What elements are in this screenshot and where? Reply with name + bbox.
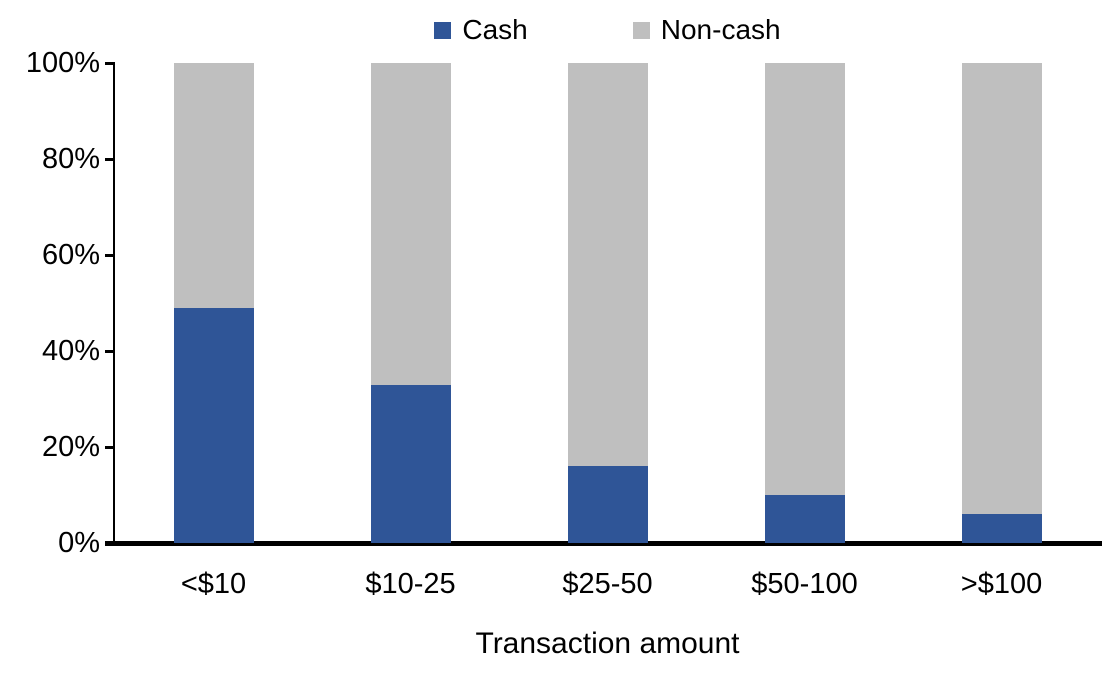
bar-segment-non-cash <box>961 63 1042 514</box>
x-category-label: >$100 <box>960 568 1043 600</box>
y-tick-label: 100% <box>25 47 100 79</box>
bar-segment-non-cash <box>370 63 451 385</box>
y-tick-mark <box>105 350 115 353</box>
legend-label: Cash <box>462 14 528 45</box>
x-axis-line <box>105 541 1102 546</box>
legend-label: Non-cash <box>660 14 781 45</box>
y-tick-label: 80% <box>41 143 100 175</box>
x-category-label: $25-50 <box>562 568 653 600</box>
y-tick-mark <box>105 446 115 449</box>
x-category-label: <$10 <box>180 568 247 600</box>
bar-segment-non-cash <box>567 63 648 466</box>
y-tick-mark <box>105 158 115 161</box>
legend-swatch-icon <box>434 21 452 39</box>
y-tick-label: 40% <box>41 335 100 367</box>
y-tick-mark <box>105 62 115 65</box>
bar-segment-cash <box>961 514 1042 543</box>
y-tick-label: 20% <box>41 431 100 463</box>
y-tick-label: 60% <box>41 239 100 271</box>
bar-segment-cash <box>567 466 648 543</box>
y-axis-line <box>113 63 115 543</box>
x-category-label: $50-100 <box>751 568 858 600</box>
bar-segment-cash <box>764 495 845 543</box>
bar-segment-non-cash <box>764 63 845 495</box>
chart-legend: Cash Non-cash <box>115 12 1100 48</box>
legend-item-cash: Cash <box>434 14 528 46</box>
bar-segment-cash <box>370 385 451 543</box>
y-tick-label: 0% <box>58 527 100 559</box>
bar-segment-non-cash <box>173 63 254 308</box>
legend-item-non-cash: Non-cash <box>632 14 781 46</box>
x-axis-title: Transaction amount <box>475 627 740 660</box>
legend-swatch-icon <box>632 21 650 39</box>
y-tick-mark <box>105 254 115 257</box>
bar-segment-cash <box>173 308 254 543</box>
x-category-label: $10-25 <box>365 568 456 600</box>
